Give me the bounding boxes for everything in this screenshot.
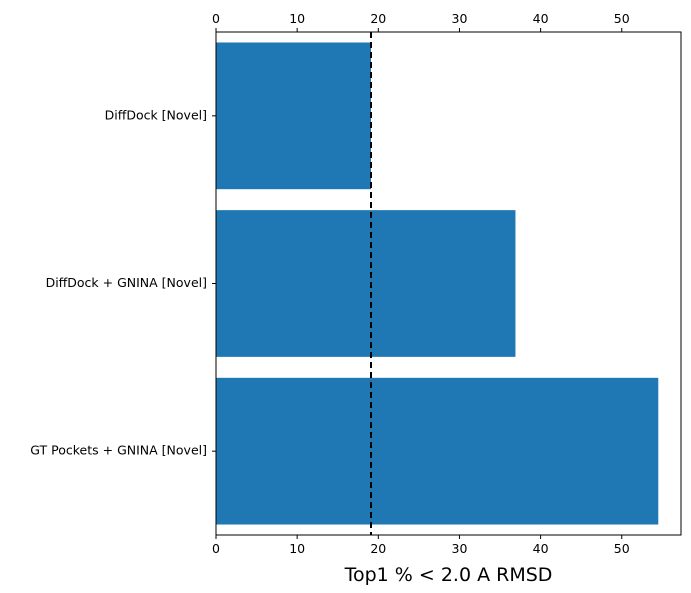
x-tick-label-top: 30 (452, 11, 468, 26)
bottom-x-axis: 0 10 20 30 40 50 (212, 535, 630, 556)
x-tick-label-bottom: 30 (452, 541, 468, 556)
x-tick-label-bottom: 0 (212, 541, 220, 556)
x-tick-label-bottom: 20 (370, 541, 386, 556)
y-axis: DiffDock [Novel] DiffDock + GNINA [Novel]… (30, 107, 216, 458)
bar-2 (216, 377, 659, 525)
y-tick-label: DiffDock [Novel] (105, 107, 207, 122)
x-tick-label-top: 50 (614, 11, 630, 26)
top-x-axis: 0 10 20 30 40 50 (212, 11, 630, 32)
x-tick-label-bottom: 40 (533, 541, 549, 556)
bar-1 (216, 210, 516, 357)
x-axis-label: Top1 % < 2.0 A RMSD (344, 564, 553, 586)
bars-group (216, 42, 659, 525)
y-tick-label: GT Pockets + GNINA [Novel] (30, 443, 207, 458)
x-tick-label-bottom: 10 (289, 541, 305, 556)
x-tick-label-top: 0 (212, 11, 220, 26)
x-tick-label-bottom: 50 (614, 541, 630, 556)
x-tick-label-top: 40 (533, 11, 549, 26)
x-tick-label-top: 20 (370, 11, 386, 26)
bar-0 (216, 42, 371, 190)
x-tick-label-top: 10 (289, 11, 305, 26)
y-tick-label: DiffDock + GNINA [Novel] (46, 275, 207, 290)
